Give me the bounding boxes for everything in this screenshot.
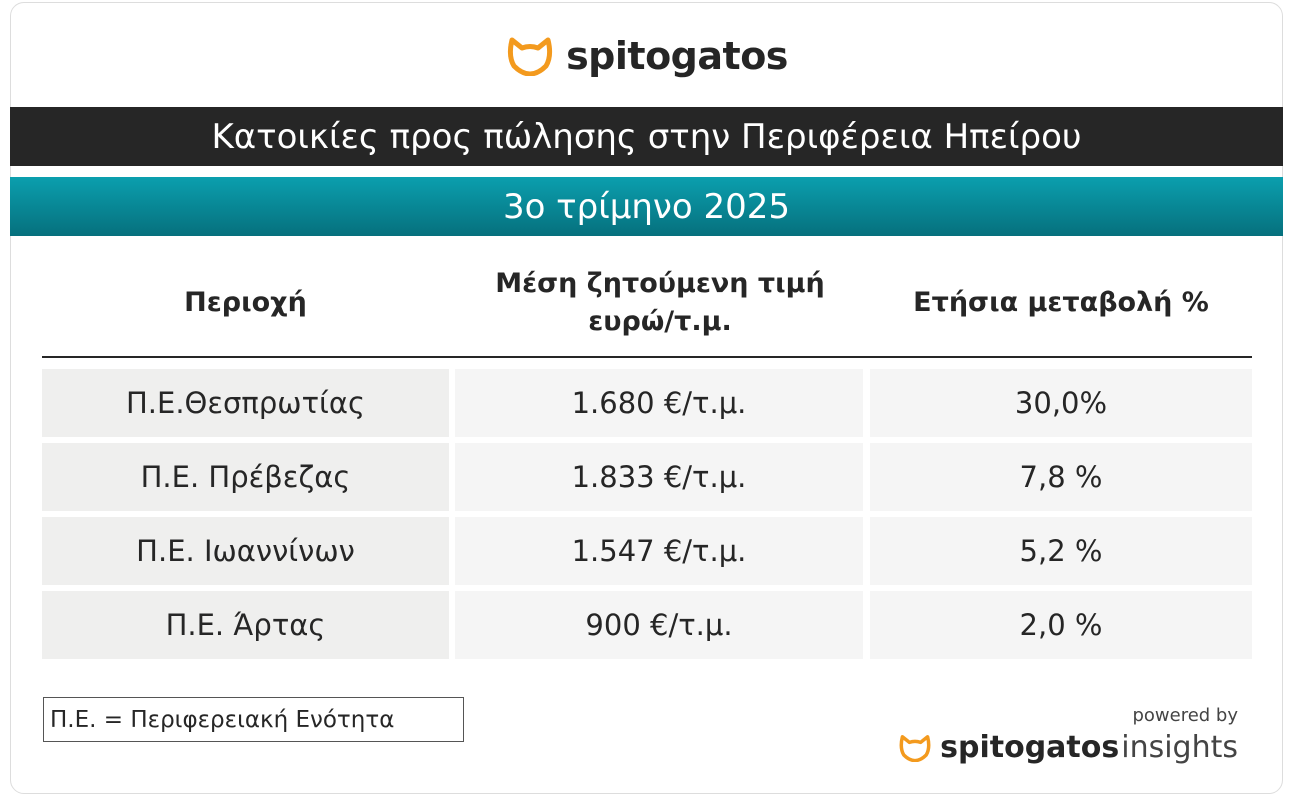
- table-cell: 1.833 €/τ.μ.: [455, 443, 863, 511]
- footer-logo: spitogatos insights: [898, 730, 1238, 765]
- powered-by: powered by: [1132, 705, 1238, 726]
- table-cell: Π.Ε. Ιωαννίνων: [42, 517, 449, 585]
- table-cell: Π.Ε. Πρέβεζας: [42, 443, 449, 511]
- table-cell: 5,2 %: [870, 517, 1252, 585]
- cat-icon: [507, 37, 553, 76]
- title: Κατοικίες προς πώλησης στην Περιφέρεια Η…: [211, 116, 1082, 157]
- table-cell: 7,8 %: [870, 443, 1252, 511]
- table-cell: 1.547 €/τ.μ.: [455, 517, 863, 585]
- column-header: Ετήσια μεταβολή %: [913, 286, 1209, 318]
- header-rule: [42, 356, 1252, 358]
- table-cell: 2,0 %: [870, 591, 1252, 659]
- subtitle: 3ο τρίμηνο 2025: [502, 186, 791, 227]
- subtitle-bar: 3ο τρίμηνο 2025: [10, 177, 1283, 236]
- footer-product: insights: [1121, 730, 1238, 765]
- table-cell: 900 €/τ.μ.: [455, 591, 863, 659]
- table-cell: Π.Ε. Άρτας: [42, 591, 449, 659]
- footnote: Π.Ε. = Περιφερειακή Ενότητα: [43, 697, 464, 742]
- column-header: Περιοχή: [184, 286, 307, 318]
- table-cell: 30,0%: [870, 369, 1252, 437]
- cat-icon: [899, 734, 931, 762]
- logo-text: spitogatos: [566, 34, 788, 78]
- column-header: Μέση ζητούμενη τιμή ευρώ/τ.μ.: [495, 267, 825, 337]
- logo: spitogatos: [0, 34, 1294, 78]
- title-bar: Κατοικίες προς πώλησης στην Περιφέρεια Η…: [10, 107, 1283, 166]
- table-cell: 1.680 €/τ.μ.: [455, 369, 863, 437]
- footer-brand: spitogatos: [940, 730, 1120, 765]
- table-cell: Π.Ε.Θεσπρωτίας: [42, 369, 449, 437]
